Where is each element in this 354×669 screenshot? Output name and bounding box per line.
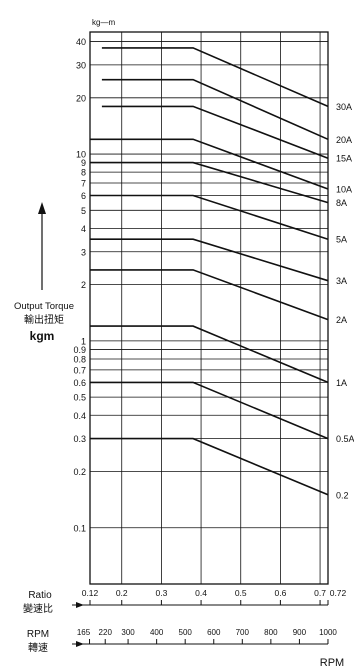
y-tick-label-10: 10 — [76, 150, 86, 160]
y-tick-label-0.1: 0.1 — [73, 523, 86, 533]
rpm-tick-label-500: 500 — [179, 628, 193, 637]
series-line-0.2 — [90, 437, 329, 496]
series-line-20A — [101, 78, 329, 141]
y-tick-label-0.6: 0.6 — [73, 378, 86, 388]
y-axis-title-line2: 輸出扭矩 — [24, 313, 64, 326]
rpm-tick-label-165: 165 — [77, 628, 91, 637]
y-tick-label-7: 7 — [81, 178, 86, 188]
series-label-2A: 2A — [336, 315, 347, 325]
series-line-15A — [101, 105, 329, 159]
series-line-30A — [101, 47, 329, 108]
y-tick-label-6: 6 — [81, 191, 86, 201]
series-label-3A: 3A — [336, 276, 347, 286]
y-axis-title-line3: kgm — [30, 329, 55, 343]
rpm-axis-label-cn: 轉速 — [28, 641, 48, 654]
y-tick-label-0.4: 0.4 — [73, 411, 86, 421]
y-tick-label-9: 9 — [81, 158, 86, 168]
series-label-8A: 8A — [336, 198, 347, 208]
ratio-tick-label-0.3: 0.3 — [155, 588, 167, 598]
rpm-tick-label-1000: 1000 — [319, 628, 337, 637]
rpm-axis-arrow — [76, 641, 84, 647]
rpm-axis-label: RPM — [27, 629, 49, 640]
plot-frame — [89, 31, 329, 585]
rpm-tick-label-700: 700 — [236, 628, 250, 637]
ratio-axis: 0.12 0.2 0.3 0.4 0.5 0.6 0.7 0.72 — [72, 588, 347, 608]
ratio-axis-arrow — [76, 602, 84, 608]
rpm-tick-label-220: 220 — [99, 628, 113, 637]
rpm-tick-label-400: 400 — [150, 628, 164, 637]
rpm-tick-label-900: 900 — [293, 628, 307, 637]
y-tick-label-40: 40 — [76, 37, 86, 47]
y-tick-label-8: 8 — [81, 168, 86, 178]
ratio-tick-label-0.4: 0.4 — [195, 588, 207, 598]
y-tick-label-4: 4 — [81, 224, 86, 234]
y-tick-label-2: 2 — [81, 280, 86, 290]
ratio-axis-label: Ratio — [28, 590, 52, 601]
ratio-tick-label-0.72: 0.72 — [330, 588, 347, 598]
y-tick-label-0.2: 0.2 — [73, 467, 86, 477]
series-label-15A: 15A — [336, 154, 352, 164]
y-tick-label-0.8: 0.8 — [73, 355, 86, 365]
ratio-tick-label-0.5: 0.5 — [235, 588, 247, 598]
series-line-3A — [90, 238, 329, 282]
series-line-1A — [90, 325, 329, 384]
rpm-tick-label-300: 300 — [121, 628, 135, 637]
y-tick-label-5: 5 — [81, 206, 86, 216]
ratio-tick-label-0.6: 0.6 — [274, 588, 286, 598]
series-label-10A: 10A — [336, 185, 352, 195]
ratio-axis-label-cn: 變速比 — [23, 602, 53, 615]
y-unit-label: kg—m — [92, 18, 115, 27]
rpm-tick-label-800: 800 — [264, 628, 278, 637]
series-label-0.5A: 0.5A — [336, 434, 354, 444]
series-line-5A — [90, 194, 329, 240]
series-label-0.2: 0.2 — [336, 490, 349, 500]
series-label-5A: 5A — [336, 235, 347, 245]
series-line-10A — [90, 138, 329, 190]
series-line-8A — [90, 161, 329, 204]
y-tick-label-0.9: 0.9 — [73, 345, 86, 355]
y-tick-label-30: 30 — [76, 60, 86, 70]
grid — [89, 31, 329, 585]
ratio-tick-label-0.12: 0.12 — [82, 588, 99, 598]
y-tick-label-0.5: 0.5 — [73, 393, 86, 403]
ratio-tick-label-0.7: 0.7 — [314, 588, 326, 598]
series-label-20A: 20A — [336, 135, 352, 145]
rpm-unit-label: RPM — [320, 657, 344, 669]
y-tick-label-0.3: 0.3 — [73, 434, 86, 444]
y-tick-label-20: 20 — [76, 93, 86, 103]
y-tick-label-0.7: 0.7 — [73, 365, 86, 375]
series-lines: 30A 20A 15A 10A 8A 5A 3A 2A 1A 0.5A 0.2 — [90, 47, 354, 500]
y-tick-label-1: 1 — [81, 336, 86, 346]
rpm-tick-label-600: 600 — [207, 628, 221, 637]
y-axis-title-line1: Output Torque — [14, 301, 74, 312]
series-line-0.5A — [90, 381, 329, 440]
series-line-2A — [90, 269, 329, 321]
series-label-1A: 1A — [336, 378, 347, 388]
ratio-tick-label-0.2: 0.2 — [116, 588, 128, 598]
series-label-30A: 30A — [336, 102, 352, 112]
y-axis-title: Output Torque 輸出扭矩 kgm — [14, 202, 74, 343]
y-axis-arrow-head — [38, 202, 46, 214]
y-tick-label-3: 3 — [81, 247, 86, 257]
rpm-axis: 165 220 300 400 500 600 700 800 900 1000 — [72, 628, 337, 647]
